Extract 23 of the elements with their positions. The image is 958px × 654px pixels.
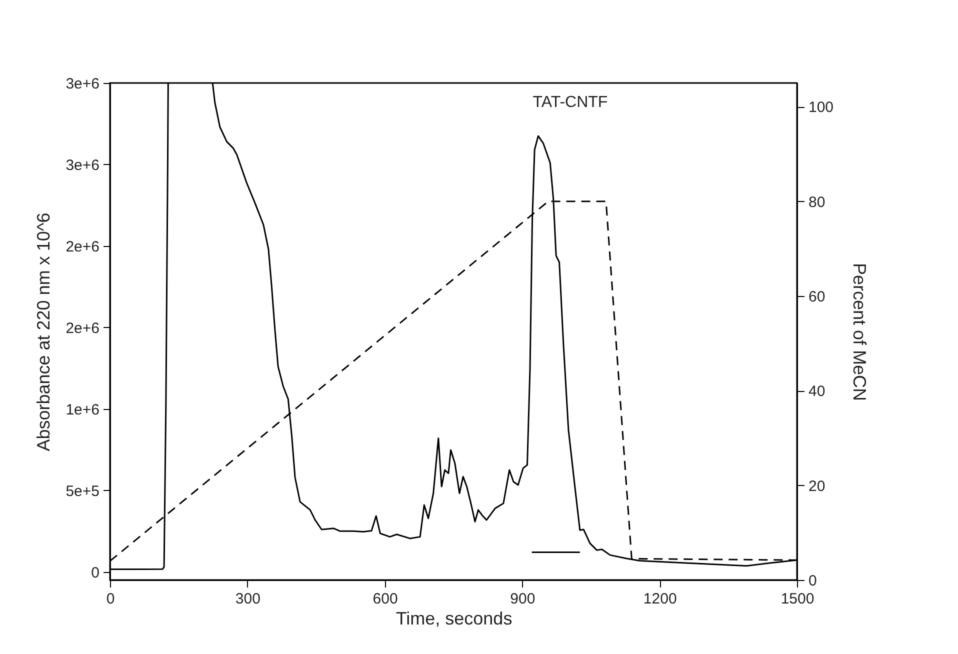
y-tick-label: 3e+6 [66,76,100,92]
y2-tick-label: 40 [808,383,826,400]
x-tick-label: 600 [372,590,398,608]
x-axis-title: Time, seconds [396,608,512,628]
x-tick-label: 300 [235,590,260,608]
y2-tick-label: 60 [808,288,826,306]
x-tick-label: 900 [510,590,536,608]
y-tick-label: 2e+6 [66,320,100,337]
y2-tick-label: 0 [808,572,817,590]
x-tick-label: 1200 [643,590,677,608]
y-axis-title: Absorbance at 220 nm x 10^6 [34,212,54,452]
y2-tick-label: 100 [808,99,834,116]
y-tick-label: 1e+6 [66,401,100,418]
y-tick-label: 5e+5 [66,482,100,500]
y2-tick-label: 80 [808,194,826,211]
y2-tick-label: 20 [808,478,826,495]
y-tick-label: 0 [91,564,100,582]
x-tick-label: 1500 [780,590,814,608]
y2-axis-title: Percent of MeCN [850,262,870,402]
x-tick-label: 0 [106,590,115,608]
y-tick-label: 3e+6 [66,156,100,174]
annotation: TAT-CNTF [532,94,608,111]
y-tick-label: 2e+6 [66,238,100,256]
